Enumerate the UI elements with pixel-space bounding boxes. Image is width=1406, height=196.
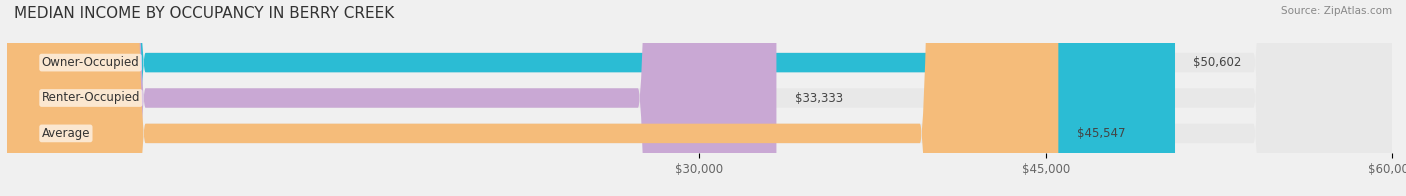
Text: $50,602: $50,602 (1194, 56, 1241, 69)
Text: $45,547: $45,547 (1077, 127, 1125, 140)
Text: Renter-Occupied: Renter-Occupied (42, 92, 141, 104)
Text: Average: Average (42, 127, 90, 140)
FancyBboxPatch shape (7, 0, 1059, 196)
FancyBboxPatch shape (7, 0, 1392, 196)
FancyBboxPatch shape (7, 0, 1392, 196)
Text: Source: ZipAtlas.com: Source: ZipAtlas.com (1281, 6, 1392, 16)
FancyBboxPatch shape (7, 0, 1175, 196)
Text: MEDIAN INCOME BY OCCUPANCY IN BERRY CREEK: MEDIAN INCOME BY OCCUPANCY IN BERRY CREE… (14, 6, 394, 21)
Text: $33,333: $33,333 (794, 92, 844, 104)
FancyBboxPatch shape (7, 0, 776, 196)
FancyBboxPatch shape (7, 0, 1392, 196)
Text: Owner-Occupied: Owner-Occupied (42, 56, 139, 69)
